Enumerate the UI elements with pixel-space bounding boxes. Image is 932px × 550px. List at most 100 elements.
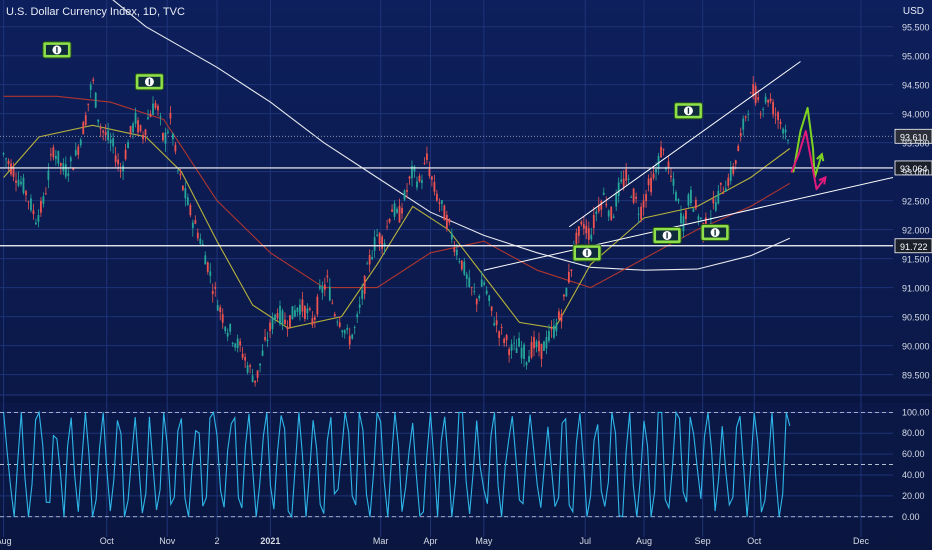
candle-body: [12, 167, 15, 177]
candle-body: [739, 132, 742, 136]
candle-body: [692, 208, 695, 212]
candle-body: [503, 338, 506, 344]
candle-body: [694, 199, 697, 209]
candle-body: [672, 178, 675, 186]
candle-body: [249, 365, 252, 367]
time-tick-label: Dec: [853, 536, 870, 546]
price-tick-label: 92.500: [902, 197, 930, 207]
candle-body: [366, 263, 369, 265]
candle-body: [637, 213, 640, 215]
candle-body: [685, 210, 687, 220]
candle-body: [144, 129, 147, 136]
candle-body: [142, 134, 144, 140]
candle-body: [455, 249, 458, 256]
candle-body: [266, 339, 269, 342]
candle-body: [311, 318, 314, 326]
candle-body: [764, 96, 767, 103]
candle-body: [523, 344, 525, 359]
trendline: [483, 176, 894, 271]
candle-body: [610, 206, 613, 220]
candle-body: [356, 314, 359, 318]
candle-body: [388, 218, 391, 223]
candle-body: [665, 167, 667, 170]
candle-body: [488, 295, 491, 301]
candle-body: [206, 262, 209, 272]
candle-body: [84, 115, 87, 126]
candle-body: [74, 149, 77, 156]
candle-body: [284, 319, 286, 325]
candle-body: [416, 181, 418, 188]
candle-body: [119, 170, 122, 172]
candle-body: [59, 163, 62, 166]
candle-body: [191, 222, 194, 229]
time-tick-label: Oct: [747, 536, 762, 546]
moving-averages: [3, 0, 791, 329]
candle-body: [642, 200, 645, 208]
time-tick-label: Apr: [423, 536, 437, 546]
candle-body: [209, 271, 212, 276]
dollar-bill-icon: [134, 73, 164, 91]
candle-body: [450, 233, 453, 240]
grid-lines: [0, 0, 932, 537]
candle-body: [25, 191, 27, 196]
candle-body: [687, 194, 690, 206]
candle-body: [774, 114, 777, 116]
candle-body: [769, 98, 772, 102]
time-tick-label: Mar: [373, 536, 389, 546]
candle-body: [147, 117, 149, 120]
candle-body: [261, 350, 264, 356]
candle-body: [712, 198, 715, 204]
candle-body: [15, 180, 17, 183]
candle-body: [600, 200, 603, 210]
candle-body: [747, 113, 750, 115]
candle-body: [550, 328, 553, 330]
candle-body: [274, 314, 276, 320]
price-tick-label: 91.500: [902, 255, 930, 265]
candle-body: [62, 163, 65, 171]
candle-body: [391, 209, 393, 212]
candle-body: [505, 335, 508, 341]
candle-body: [376, 234, 379, 236]
candle-body: [632, 188, 635, 203]
candle-body: [114, 155, 117, 163]
trendlines: [483, 61, 894, 271]
candle-body: [44, 193, 47, 195]
candle-body: [500, 327, 503, 329]
candle-body: [102, 130, 105, 133]
candle-body: [699, 217, 702, 219]
candle-body: [52, 147, 55, 158]
candle-body: [535, 341, 538, 348]
candle-body: [438, 202, 441, 204]
candle-body: [304, 306, 306, 319]
candle-body: [112, 138, 115, 147]
candle-body: [754, 85, 757, 104]
time-axis: Aug Oct Nov 2 2021 Mar Apr May Jul Aug Sep Oct Dec: [0, 536, 869, 546]
price-label-box: [894, 238, 932, 254]
candle-body: [10, 163, 12, 175]
candle-body: [49, 154, 52, 156]
candle-body: [383, 243, 386, 247]
candle-body: [498, 331, 501, 338]
price-tick-label: 94.000: [902, 110, 930, 120]
candle-body: [431, 176, 433, 180]
candle-body: [37, 215, 40, 222]
candle-body: [597, 204, 600, 212]
candle-body: [289, 315, 291, 328]
candle-body: [20, 181, 22, 185]
candle-body: [286, 326, 289, 330]
candle-body: [465, 274, 468, 279]
candle-body: [378, 233, 381, 244]
candle-body: [483, 282, 486, 285]
candle-body: [717, 190, 720, 204]
price-axis: 95.500 95.000 94.500 94.000 93.500 93.000 92.5…: [902, 23, 930, 522]
candle-body: [386, 226, 388, 228]
candle-body: [485, 290, 488, 294]
candle-body: [767, 99, 770, 103]
candle-body: [234, 343, 237, 348]
candle-body: [204, 255, 207, 265]
candle-body: [398, 205, 401, 223]
candle-body: [408, 176, 411, 179]
candle-body: [627, 178, 630, 180]
candle-body: [495, 320, 498, 325]
